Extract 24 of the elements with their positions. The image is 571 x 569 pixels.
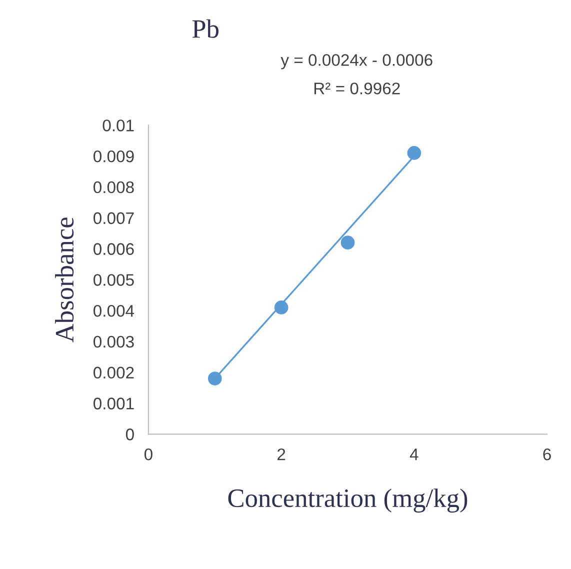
y-tick-label: 0.01 xyxy=(102,120,134,132)
y-tick-label: 0.004 xyxy=(94,304,134,317)
point xyxy=(407,146,422,160)
x-axis-title: Concentration (mg/kg) xyxy=(228,488,468,513)
y-tick-label: 0.006 xyxy=(94,243,134,255)
y-tick-label: 0.007 xyxy=(94,212,134,224)
chart-title: Pb xyxy=(192,19,218,38)
y-tick-label: 0 xyxy=(126,428,134,440)
point xyxy=(208,372,222,386)
x-tick-label: 6 xyxy=(543,448,551,460)
x-tick-label: 4 xyxy=(410,448,418,460)
y-tick-label: 0.002 xyxy=(94,366,134,379)
y-tick-label: 0.001 xyxy=(94,398,134,410)
point xyxy=(340,236,355,250)
point xyxy=(274,300,288,314)
x-tick-label: 0 xyxy=(144,448,152,460)
y-tick-label: 0.005 xyxy=(94,274,134,286)
y-tick-label: 0.009 xyxy=(94,150,134,162)
text: y = 0.0024x - 0.0006 xyxy=(280,54,432,70)
x-tick-label: 2 xyxy=(278,448,286,460)
y-tick-label: 0.003 xyxy=(94,336,134,348)
y-axis-title: Absorbance xyxy=(55,218,74,342)
text: R² = 0.9962 xyxy=(314,82,400,94)
y-tick-label: 0.008 xyxy=(94,181,134,194)
